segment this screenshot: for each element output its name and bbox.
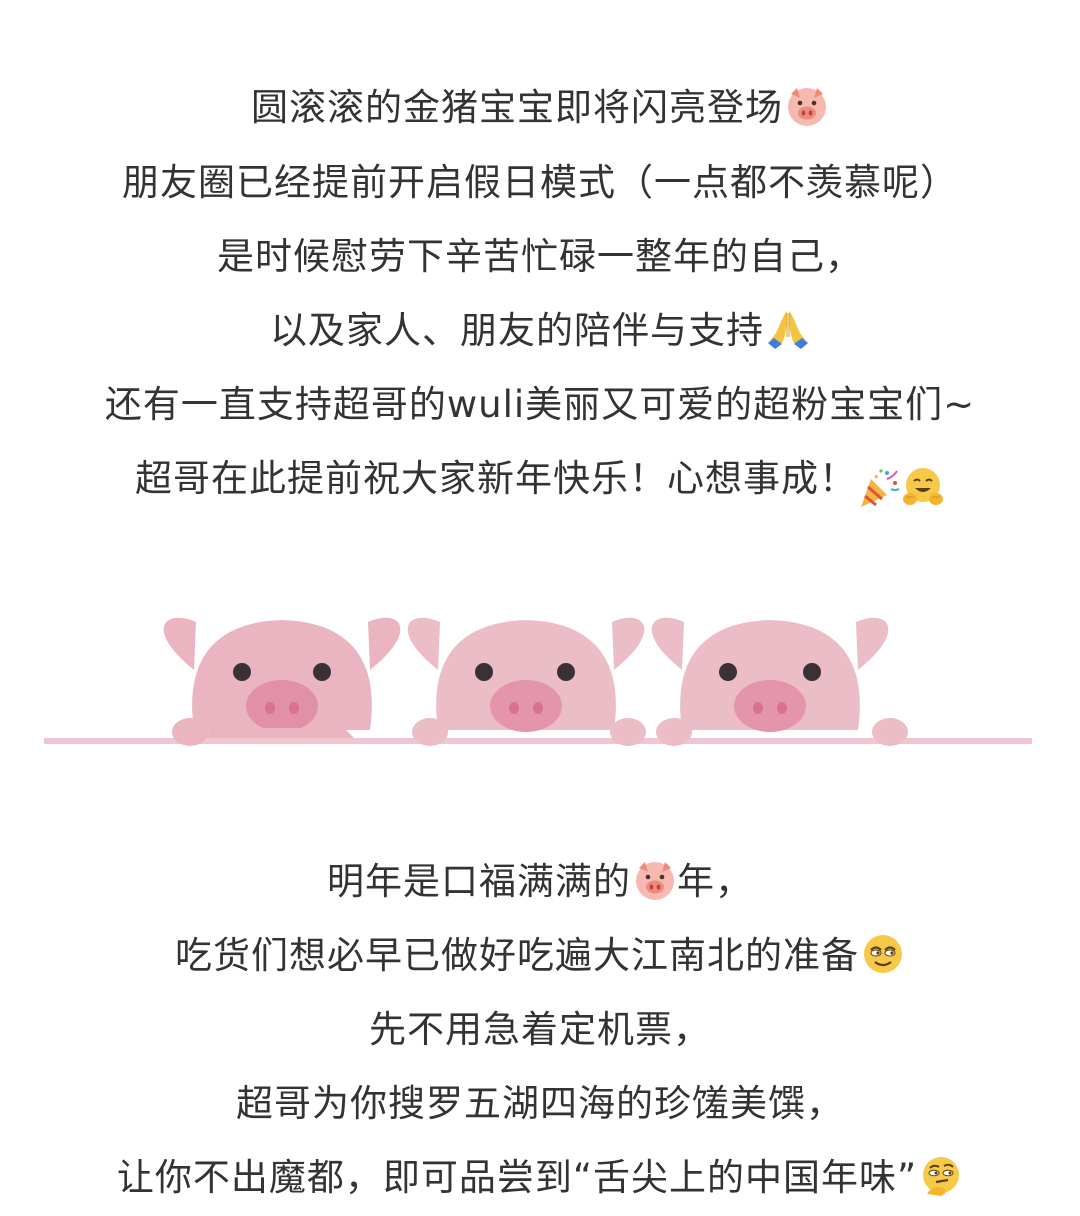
text-line-5-content: 还有一直支持超哥的wuli美丽又可爱的超粉宝宝们~ [104,383,976,426]
text-line-8: 吃货们想必早已做好吃遍大江南北的准备 [0,919,1080,993]
text-line-10-content: 超哥为你搜罗五湖四海的珍馐美馔， [236,1082,844,1125]
thinking-face-icon [919,1154,963,1198]
text-line-7-pre: 明年是口福满满的 [327,860,631,903]
text-line-9: 先不用急着定机票， [0,993,1080,1067]
text-line-9-content: 先不用急着定机票， [369,1008,711,1051]
text-line-4: 以及家人、朋友的陪伴与支持 [0,294,1080,368]
text-line-6-content: 超哥在此提前祝大家新年快乐！心想事成！ [135,457,857,500]
text-line-11: 让你不出魔都，即可品尝到“舌尖上的中国年味” [0,1141,1080,1215]
folded-hands-icon [766,307,810,351]
text-line-7-post: 年， [677,860,753,903]
text-line-4-content: 以及家人、朋友的陪伴与支持 [270,309,764,352]
text-line-7: 明年是口福满满的 年， [0,845,1080,919]
text-line-3-content: 是时候慰劳下辛苦忙碌一整年的自己， [217,235,863,278]
banner-divider-line [44,738,1032,744]
text-line-8-content: 吃货们想必早已做好吃遍大江南北的准备 [175,934,859,977]
pig-3 [651,617,908,746]
relieved-face-icon [861,932,905,976]
text-line-1: 圆滚滚的金猪宝宝即将闪亮登场 [0,71,1080,145]
text-line-1-content: 圆滚滚的金猪宝宝即将闪亮登场 [251,86,783,129]
text-line-2-content: 朋友圈已经提前开启假日模式（一点都不羡慕呢） [122,161,958,204]
text-line-10: 超哥为你搜罗五湖四海的珍馐美馔， [0,1067,1080,1141]
pig-2 [407,617,646,746]
three-pigs-illustration [44,617,1032,746]
pig-1 [163,617,401,746]
pig-face-icon [785,84,829,128]
text-line-11-content: 让你不出魔都，即可品尝到“舌尖上的中国年味” [116,1156,918,1199]
text-line-6: 超哥在此提前祝大家新年快乐！心想事成！ [0,442,1080,516]
text-line-3: 是时候慰劳下辛苦忙碌一整年的自己， [0,220,1080,294]
party-popper-icon [857,465,901,509]
text-line-2: 朋友圈已经提前开启假日模式（一点都不羡慕呢） [0,146,1080,220]
text-line-5: 还有一直支持超哥的wuli美丽又可爱的超粉宝宝们~ [0,368,1080,442]
pig-face-icon [633,858,677,902]
hugging-face-icon [901,465,945,509]
